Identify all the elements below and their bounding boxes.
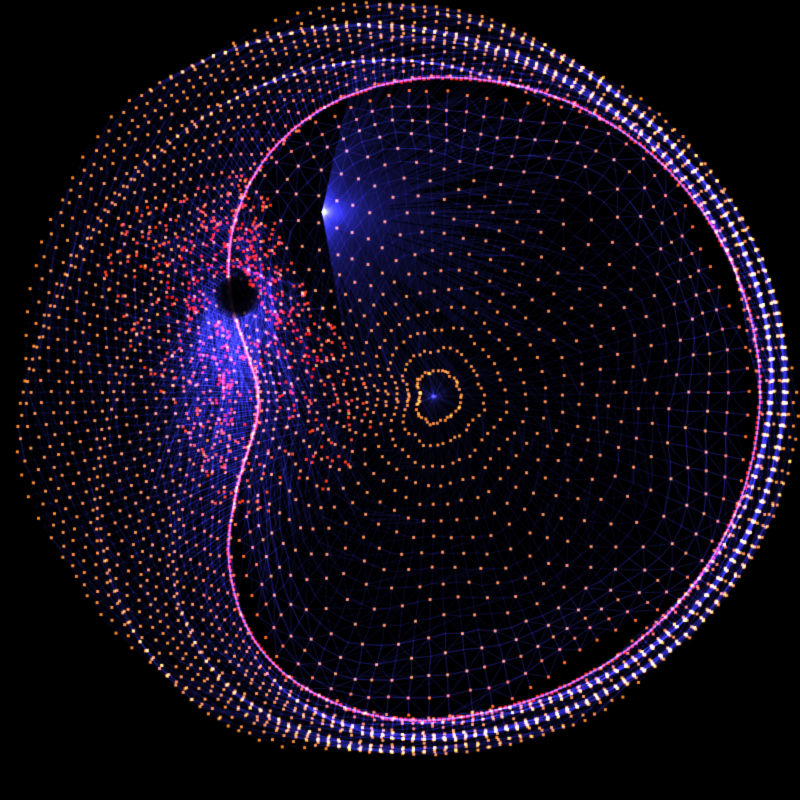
caustic-mesh-canvas [0,0,800,800]
visualization-root [0,0,800,800]
